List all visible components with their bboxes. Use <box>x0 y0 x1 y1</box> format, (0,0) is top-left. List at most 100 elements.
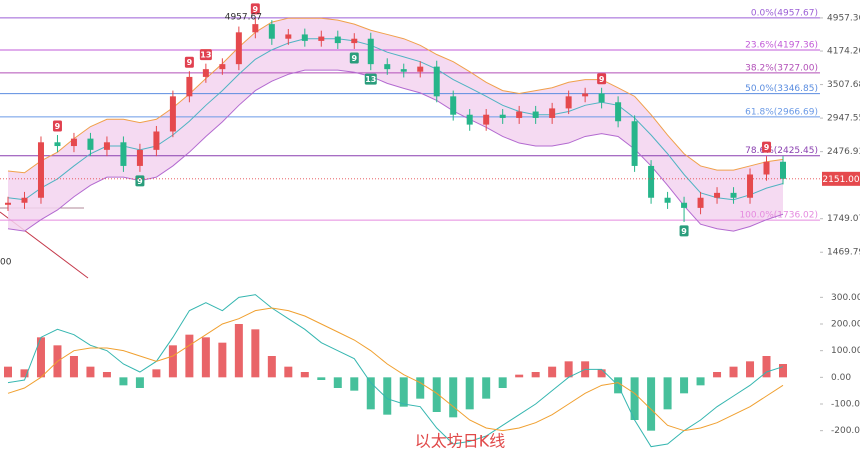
candle-body <box>598 93 605 103</box>
candle-body <box>400 69 407 72</box>
macd-bar <box>630 377 639 420</box>
candle-body <box>648 165 655 198</box>
candle-body <box>747 174 754 198</box>
candle-body <box>153 131 160 150</box>
macd-bar <box>498 377 507 388</box>
left-label: 00 <box>0 258 12 268</box>
macd-bar <box>36 337 45 378</box>
macd-bar <box>333 377 342 388</box>
y-tick-label: 4957.36 <box>827 13 860 23</box>
signal-badge <box>52 120 62 132</box>
macd-bar <box>366 377 375 410</box>
signal-badge <box>349 52 359 64</box>
last-price-label: 2151.00 <box>822 175 859 185</box>
macd-bar <box>119 377 128 386</box>
y-tick-label: 0.00 <box>831 373 851 383</box>
last-price-tag <box>822 171 860 186</box>
macd-bar <box>4 366 12 378</box>
fib-label: 78.6%(2425.45) <box>745 146 818 156</box>
peak-label: 4957.67 <box>225 12 262 22</box>
macd-bar <box>647 377 656 431</box>
y-tick-label: 4174.20 <box>827 47 860 57</box>
signal-label: 9 <box>764 143 770 152</box>
candle-body <box>285 34 292 39</box>
candle-body <box>21 197 28 203</box>
signal-label: 13 <box>365 75 376 84</box>
candle-body <box>417 66 424 72</box>
y-tick-label: -200.00 <box>831 426 860 436</box>
y-tick-label: 1469.79 <box>827 248 860 258</box>
candle-body <box>186 76 193 97</box>
macd-bar <box>548 366 557 378</box>
macd-bar <box>218 342 227 378</box>
y-tick-label: 2476.93 <box>827 147 860 157</box>
signal-label: 9 <box>187 58 193 67</box>
macd-bar <box>432 377 441 412</box>
watermark: 以太坊日K线 <box>415 432 506 451</box>
candle-body <box>565 96 572 109</box>
macd-bar <box>564 361 573 378</box>
candle-body <box>37 142 44 198</box>
candle-body <box>730 192 737 198</box>
macd-bar <box>449 377 458 418</box>
candle-body <box>433 66 440 97</box>
macd-bar <box>597 369 606 378</box>
macd-bar <box>284 366 293 378</box>
signal-label: 13 <box>200 51 211 60</box>
signal-label: 9 <box>681 227 687 236</box>
macd-bar <box>531 372 540 378</box>
y-tick-label: 300.00 <box>831 293 860 303</box>
band-line <box>7 17 784 174</box>
macd-bar <box>152 369 161 378</box>
candle-body <box>202 69 209 77</box>
macd-bar <box>201 337 210 378</box>
signal-label: 9 <box>351 54 357 63</box>
candle-body <box>697 197 704 208</box>
y-tick-label: 2947.55 <box>827 114 860 124</box>
signal-badge <box>135 175 145 187</box>
candle-body <box>54 142 61 147</box>
band-line <box>7 38 784 201</box>
candle-body <box>334 36 341 44</box>
macd-bar <box>762 356 771 378</box>
signal-label: 9 <box>253 5 259 14</box>
candle-body <box>466 114 473 125</box>
macd-bar <box>317 377 326 380</box>
candle-body <box>681 202 688 208</box>
fib-label: 0.0%(4957.67) <box>751 8 818 18</box>
signal-badge <box>199 49 212 61</box>
macd-bar <box>779 364 787 378</box>
candle-body <box>5 202 11 205</box>
candle-body <box>235 32 242 65</box>
candle-body <box>87 138 94 150</box>
signal-badge <box>364 73 377 85</box>
band-area <box>8 18 783 232</box>
candle-body <box>499 114 506 118</box>
candle-body <box>252 24 259 33</box>
macd-bar <box>399 377 408 407</box>
candle-body <box>714 192 721 198</box>
candle-body <box>318 36 325 41</box>
macd-bar <box>69 356 78 378</box>
y-tick-label: 3507.68 <box>827 80 860 90</box>
candle-body <box>70 138 77 147</box>
signal-badge <box>762 141 772 153</box>
macd-bar <box>416 377 425 399</box>
macd-bar <box>251 329 260 378</box>
macd-bar <box>300 372 309 378</box>
macd-bar <box>234 324 243 378</box>
candle-body <box>103 142 110 150</box>
y-tick-label: 200.00 <box>831 320 860 330</box>
candle-body <box>582 93 589 97</box>
candle-body <box>450 96 457 115</box>
candle-body <box>384 64 391 70</box>
macd-line <box>7 294 784 448</box>
macd-bar <box>20 369 29 378</box>
signal-badge <box>597 73 607 85</box>
candle-body <box>664 197 671 203</box>
signal-label: 9 <box>137 177 143 186</box>
candle-body <box>367 38 374 65</box>
signal-badge <box>679 225 689 237</box>
macd-bar <box>168 345 177 378</box>
candle-body <box>615 102 622 122</box>
